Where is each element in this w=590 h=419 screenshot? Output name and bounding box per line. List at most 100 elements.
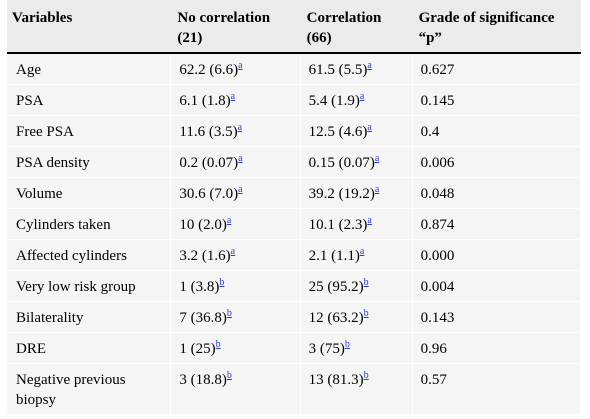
p-value-cell: 0.627	[412, 54, 581, 85]
footnote-link[interactable]: a	[367, 60, 372, 71]
table-row: Negative previous biopsy 3 (18.8)b 13 (81.…	[7, 364, 581, 415]
table-row: Very low risk group 1 (3.8)b 25 (95.2)b 0.0…	[7, 271, 581, 302]
variable-cell: DRE	[7, 333, 172, 364]
table-row: Age 62.2 (6.6)a 61.5 (5.5)a 0.627	[7, 54, 581, 85]
correlation-cell: 25 (95.2)b	[300, 271, 413, 302]
footnote-ref: a	[238, 150, 242, 164]
no-correlation-cell: 1 (25)b	[171, 333, 301, 364]
correlation-cell-value: 10.1 (2.3)	[308, 217, 368, 233]
footnote-ref: b	[227, 305, 232, 319]
footnote-link[interactable]: b	[363, 277, 369, 288]
variable-cell: PSA	[7, 85, 172, 116]
variable-cell: Volume	[7, 178, 172, 209]
footnote-ref: a	[231, 88, 235, 102]
header-row: Variables No correlation (21) Correlatio…	[7, 0, 581, 54]
correlation-cell: 61.5 (5.5)a	[300, 54, 413, 85]
p-value-cell: 0.006	[412, 147, 581, 178]
p-value-cell: 0.004	[412, 271, 581, 302]
variable-cell: Very low risk group	[7, 271, 172, 302]
variable-cell: Age	[7, 54, 172, 85]
table-body: Age 62.2 (6.6)a 61.5 (5.5)a 0.627 PSA 6.1 (1.…	[7, 54, 581, 415]
variable-cell: PSA density	[7, 147, 172, 178]
p-value-cell: 0.000	[412, 240, 581, 271]
footnote-link[interactable]: b	[219, 277, 225, 288]
correlation-cell-value: 61.5 (5.5)	[308, 62, 368, 78]
p-value-cell: 0.143	[412, 302, 581, 333]
footnote-link[interactable]: b	[226, 308, 232, 319]
table-row: PSA 6.1 (1.8)a 5.4 (1.9)a 0.145	[7, 85, 581, 116]
no-correlation-cell-value: 62.2 (6.6)	[179, 62, 239, 78]
correlation-cell-value: 12 (63.2)	[308, 310, 364, 326]
header-variables: Variables	[7, 0, 172, 54]
correlation-cell: 39.2 (19.2)a	[300, 178, 413, 209]
footnote-link[interactable]: b	[363, 370, 369, 381]
no-correlation-cell-value: 7 (36.8)	[179, 310, 227, 326]
p-value-cell: 0.048	[412, 178, 581, 209]
footnote-ref: b	[216, 336, 221, 350]
correlation-cell-value: 3 (75)	[308, 341, 345, 357]
table-row: Free PSA 11.6 (3.5)a 12.5 (4.6)a 0.4	[7, 116, 581, 147]
footnote-ref: a	[367, 57, 371, 71]
no-correlation-cell-value: 30.6 (7.0)	[179, 186, 239, 202]
no-correlation-cell-value: 1 (25)	[179, 341, 216, 357]
footnote-link[interactable]: a	[226, 215, 232, 226]
footnote-link[interactable]: a	[374, 153, 380, 164]
footnote-ref: a	[375, 181, 379, 195]
no-correlation-cell: 11.6 (3.5)a	[171, 116, 301, 147]
footnote-link[interactable]: a	[359, 246, 365, 257]
no-correlation-cell-value: 3.2 (1.6)	[179, 248, 231, 264]
p-value-cell: 0.874	[412, 209, 581, 240]
header-significance: Grade of significance “p”	[412, 0, 581, 54]
footnote-ref: a	[238, 181, 242, 195]
footnote-ref: b	[364, 274, 369, 288]
footnote-link[interactable]: a	[359, 91, 365, 102]
footnote-link[interactable]: a	[230, 246, 236, 257]
no-correlation-cell-value: 1 (3.8)	[179, 279, 220, 295]
footnote-link[interactable]: a	[374, 184, 380, 195]
footnote-link[interactable]: b	[363, 308, 369, 319]
no-correlation-cell: 0.2 (0.07)a	[171, 147, 301, 178]
correlation-cell: 13 (81.3)b	[300, 364, 413, 415]
footnote-link[interactable]: b	[215, 339, 221, 350]
footnote-link[interactable]: a	[238, 184, 243, 195]
footnote-link[interactable]: a	[367, 215, 372, 226]
variable-cell: Cylinders taken	[7, 209, 172, 240]
footnote-ref: a	[227, 212, 231, 226]
no-correlation-cell-value: 11.6 (3.5)	[179, 124, 238, 140]
correlation-cell: 3 (75)b	[300, 333, 413, 364]
footnote-link[interactable]: b	[344, 339, 350, 350]
correlation-cell: 12.5 (4.6)a	[300, 116, 413, 147]
footnote-link[interactable]: a	[230, 91, 236, 102]
footnote-ref: b	[345, 336, 350, 350]
p-value-cell: 0.57	[412, 364, 581, 415]
footnote-ref: a	[231, 243, 235, 257]
footnote-link[interactable]: a	[367, 122, 372, 133]
footnote-ref: a	[375, 150, 379, 164]
no-correlation-cell: 62.2 (6.6)a	[171, 54, 301, 85]
no-correlation-cell-value: 0.2 (0.07)	[179, 155, 239, 171]
correlation-cell-value: 25 (95.2)	[308, 279, 364, 295]
footnote-ref: a	[238, 57, 242, 71]
footnote-ref: b	[227, 367, 232, 381]
correlation-cell: 10.1 (2.3)a	[300, 209, 413, 240]
variable-cell: Free PSA	[7, 116, 172, 147]
p-value-cell: 0.145	[412, 85, 581, 116]
footnote-link[interactable]: a	[238, 153, 243, 164]
correlation-cell: 2.1 (1.1)a	[300, 240, 413, 271]
no-correlation-cell: 6.1 (1.8)a	[171, 85, 301, 116]
footnote-link[interactable]: b	[226, 370, 232, 381]
variable-cell: Bilaterality	[7, 302, 172, 333]
table-row: Cylinders taken 10 (2.0)a 10.1 (2.3)a 0.874	[7, 209, 581, 240]
footnote-link[interactable]: a	[238, 60, 243, 71]
table-row: Bilaterality 7 (36.8)b 12 (63.2)b 0.143	[7, 302, 581, 333]
correlation-cell-value: 0.15 (0.07)	[308, 155, 375, 171]
p-value-cell: 0.4	[412, 116, 581, 147]
correlation-cell-value: 12.5 (4.6)	[308, 124, 368, 140]
footnote-ref: b	[364, 305, 369, 319]
correlation-cell-value: 39.2 (19.2)	[308, 186, 375, 202]
table-row: DRE 1 (25)b 3 (75)b 0.96	[7, 333, 581, 364]
footnote-ref: a	[367, 119, 371, 133]
footnote-link[interactable]: a	[237, 122, 243, 133]
footnote-ref: b	[219, 274, 224, 288]
